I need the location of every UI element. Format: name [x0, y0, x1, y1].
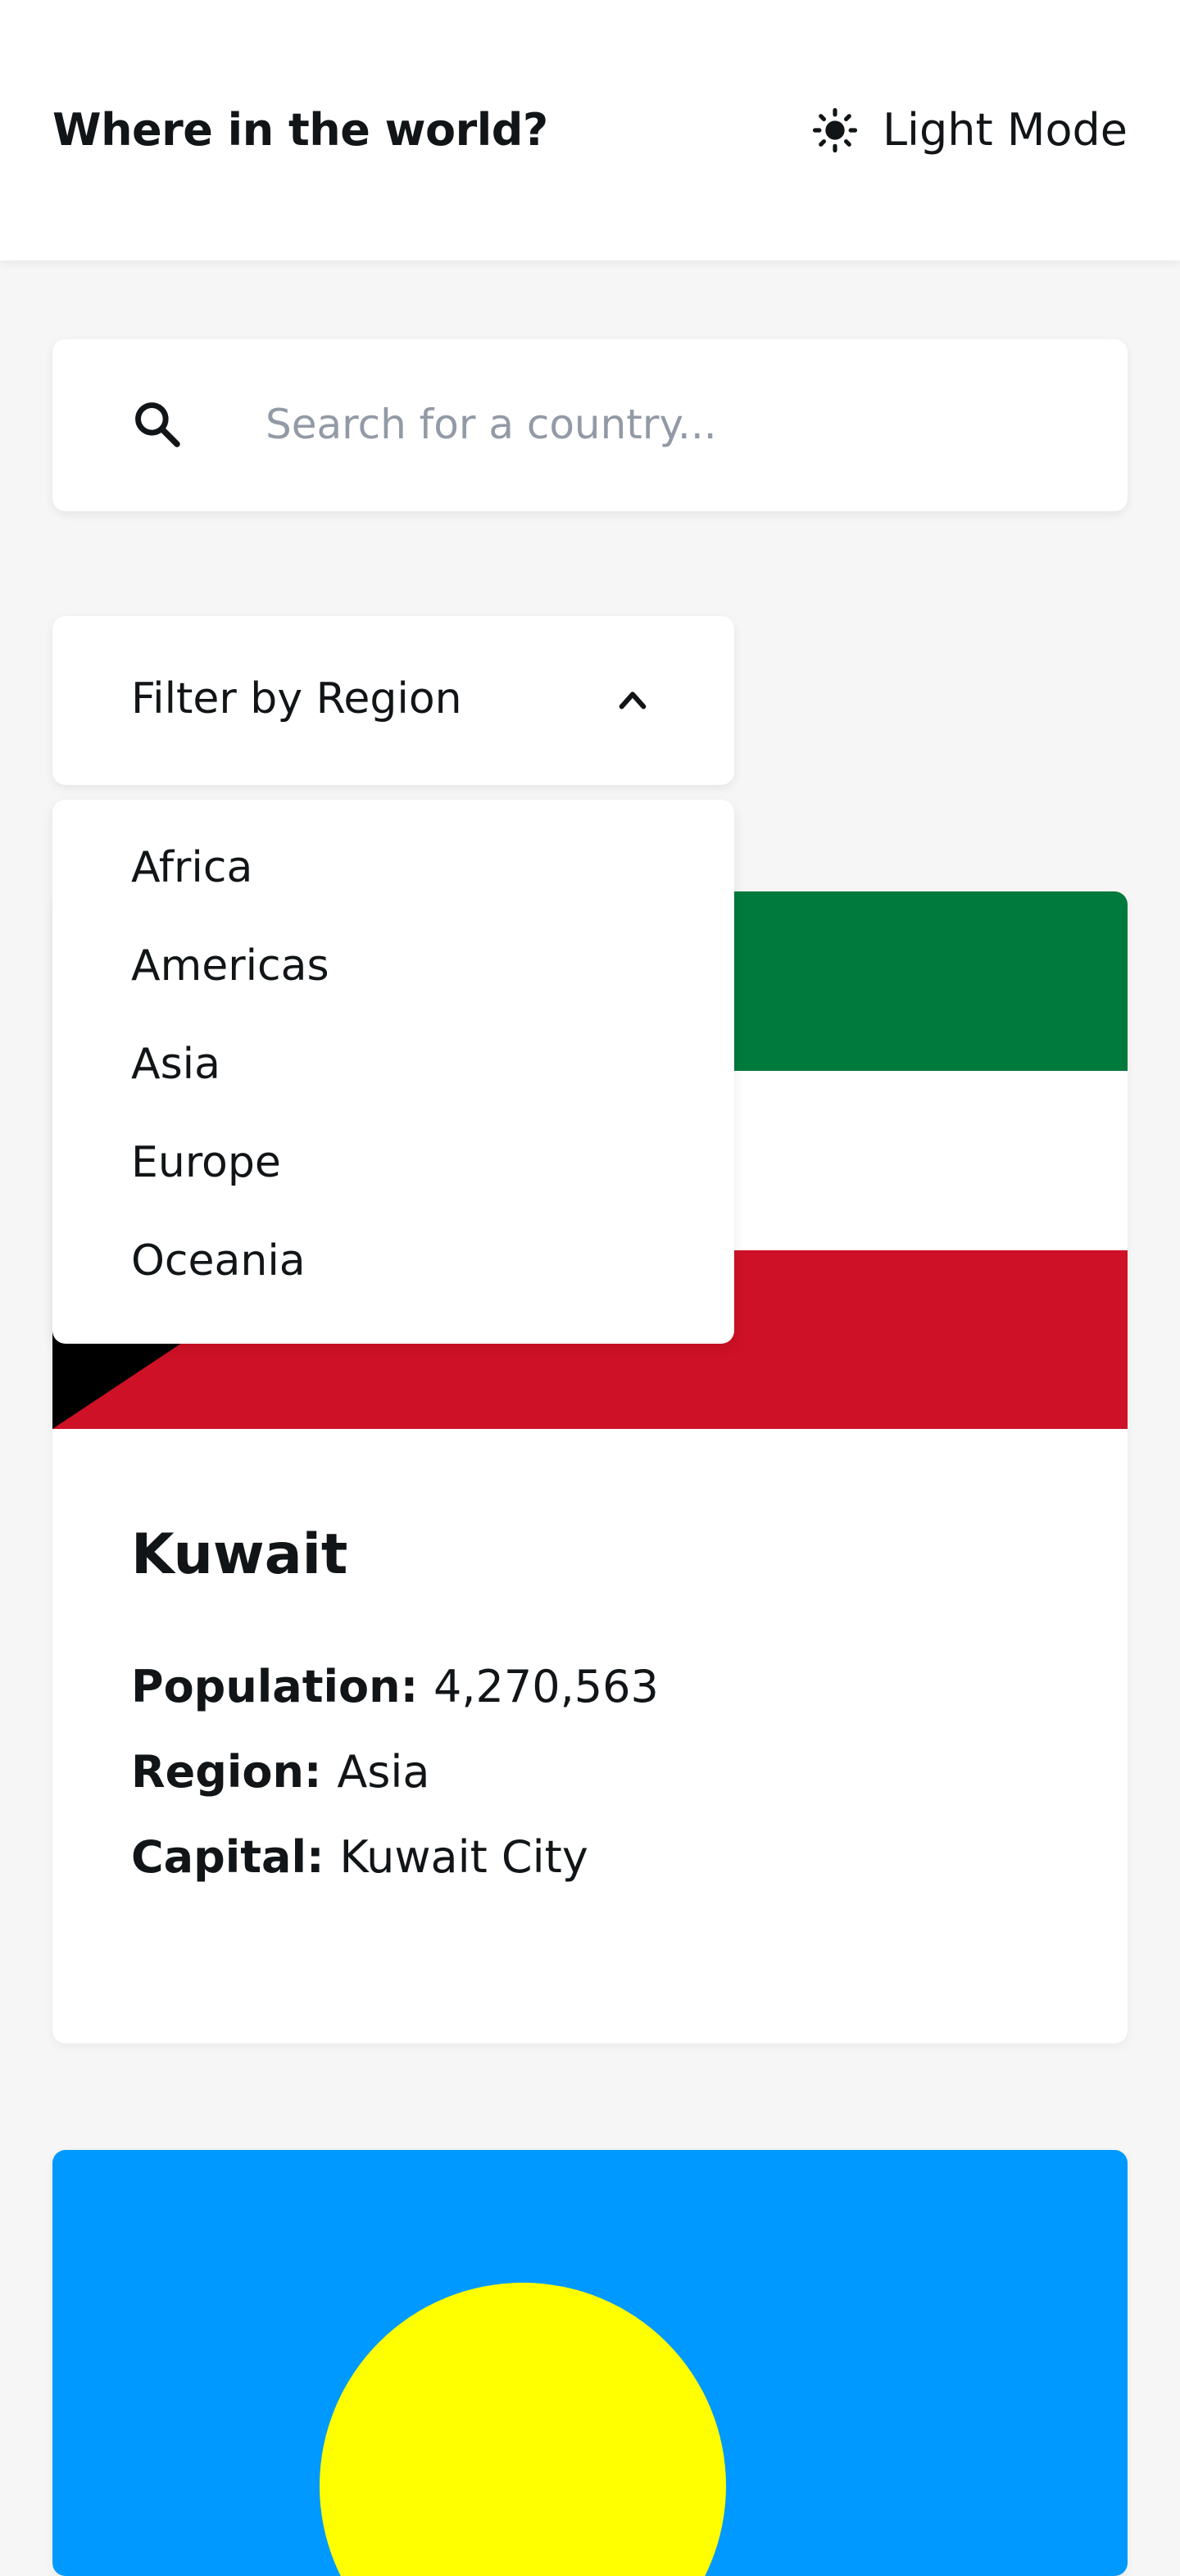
- region-option-europe[interactable]: Europe: [131, 1138, 281, 1187]
- country-card[interactable]: [52, 2150, 1128, 2576]
- region-options-menu: Africa Americas Asia Europe Oceania: [52, 800, 734, 1344]
- population-field: Population: 4,270,563: [131, 1658, 659, 1716]
- theme-toggle-button[interactable]: Light Mode: [812, 100, 1128, 161]
- region-field: Region: Asia: [131, 1744, 429, 1801]
- region-option-americas[interactable]: Americas: [131, 941, 329, 991]
- region-value: Asia: [337, 1746, 430, 1798]
- region-option-oceania[interactable]: Oceania: [131, 1236, 306, 1286]
- capital-value: Kuwait City: [339, 1831, 588, 1883]
- chevron-up-icon: [616, 683, 649, 716]
- region-option-asia[interactable]: Asia: [131, 1040, 220, 1089]
- region-filter-dropdown[interactable]: Filter by Region: [52, 616, 734, 785]
- capital-field: Capital: Kuwait City: [131, 1829, 588, 1886]
- population-value: 4,270,563: [433, 1661, 659, 1712]
- theme-toggle-label: Light Mode: [882, 104, 1128, 156]
- country-flag: [52, 2150, 1128, 2576]
- search-input[interactable]: [266, 377, 1085, 472]
- search-icon: [131, 398, 184, 451]
- region-filter-label: Filter by Region: [131, 674, 462, 723]
- capital-label: Capital:: [131, 1831, 340, 1883]
- app-title: Where in the world?: [52, 104, 548, 156]
- sun-icon: [812, 107, 858, 153]
- population-label: Population:: [131, 1661, 433, 1712]
- top-bar: Where in the world? Light Mode: [0, 0, 1180, 261]
- region-option-africa[interactable]: Africa: [131, 843, 253, 892]
- region-label: Region:: [131, 1746, 338, 1798]
- country-name: Kuwait: [131, 1522, 348, 1587]
